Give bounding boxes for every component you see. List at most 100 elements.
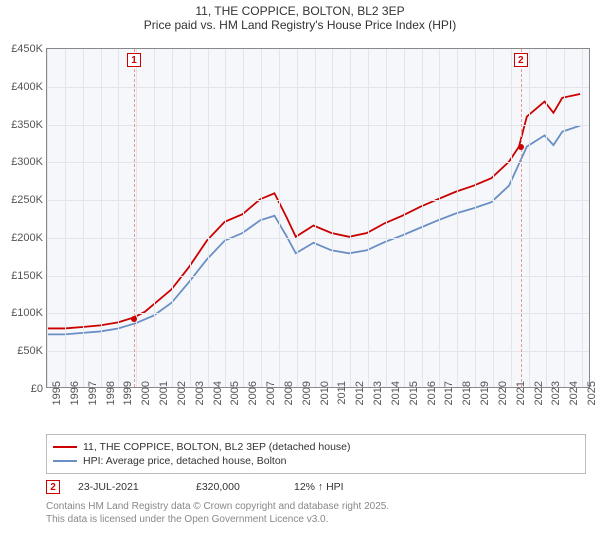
x-axis-tick: 1999 [122, 381, 134, 405]
gridline-v [208, 49, 209, 387]
y-axis-tick: £300K [1, 156, 43, 168]
marker-label-box: 1 [127, 53, 141, 67]
gridline-h [47, 238, 589, 239]
y-axis-tick: £250K [1, 194, 43, 206]
gridline-v [243, 49, 244, 387]
footer-line: This data is licensed under the Open Gov… [46, 513, 592, 526]
gridline-h [47, 87, 589, 88]
x-axis-tick: 2010 [319, 381, 331, 405]
y-axis-tick: £100K [1, 307, 43, 319]
gridline-v [190, 49, 191, 387]
x-axis-tick: 2009 [301, 381, 313, 405]
x-axis-tick: 2011 [336, 381, 348, 405]
gridline-v [529, 49, 530, 387]
y-axis-tick: £450K [1, 43, 43, 55]
x-axis-tick: 2016 [426, 381, 438, 405]
line-series-svg [47, 49, 589, 387]
gridline-h [47, 276, 589, 277]
x-axis-tick: 2015 [408, 381, 420, 405]
gridline-v [332, 49, 333, 387]
gridline-v [582, 49, 583, 387]
marker-dot [131, 316, 137, 322]
chart-title-block: 11, THE COPPICE, BOLTON, BL2 3EP Price p… [0, 0, 600, 34]
x-axis-tick: 2001 [158, 381, 170, 405]
x-axis-tick: 2014 [390, 381, 402, 405]
gridline-v [261, 49, 262, 387]
x-axis-tick: 2002 [176, 381, 188, 405]
x-axis-tick: 1996 [69, 381, 81, 405]
gridline-v [457, 49, 458, 387]
marker-dot [518, 144, 524, 150]
gridline-h [47, 200, 589, 201]
gridline-h [47, 125, 589, 126]
x-axis-tick: 2019 [479, 381, 491, 405]
transaction-row: 2 23-JUL-2021 £320,000 12% ↑ HPI [46, 480, 592, 494]
x-axis-tick: 1997 [87, 381, 99, 405]
gridline-v [172, 49, 173, 387]
x-axis-tick: 2008 [283, 381, 295, 405]
gridline-v [279, 49, 280, 387]
gridline-v [315, 49, 316, 387]
legend-label: 11, THE COPPICE, BOLTON, BL2 3EP (detach… [83, 441, 351, 453]
gridline-h [47, 351, 589, 352]
gridline-v [475, 49, 476, 387]
legend-box: 11, THE COPPICE, BOLTON, BL2 3EP (detach… [46, 434, 586, 474]
title-subtitle: Price paid vs. HM Land Registry's House … [0, 18, 600, 32]
gridline-v [47, 49, 48, 387]
legend-item: HPI: Average price, detached house, Bolt… [53, 455, 579, 467]
marker-vline [521, 49, 522, 387]
marker-vline [134, 49, 135, 387]
x-axis-tick: 2004 [212, 381, 224, 405]
gridline-v [546, 49, 547, 387]
gridline-v [101, 49, 102, 387]
x-axis-tick: 1995 [51, 381, 63, 405]
y-axis-tick: £200K [1, 232, 43, 244]
gridline-v [225, 49, 226, 387]
y-axis-tick: £50K [1, 345, 43, 357]
chart-container: £0 £50K £100K £150K £200K £250K £300K £350K £400… [0, 34, 598, 454]
footer-attribution: Contains HM Land Registry data © Crown c… [46, 500, 592, 526]
transaction-date: 23-JUL-2021 [78, 481, 178, 493]
transaction-price: £320,000 [196, 481, 276, 493]
legend-swatch [53, 460, 77, 462]
x-axis-tick: 2000 [140, 381, 152, 405]
gridline-v [564, 49, 565, 387]
legend-label: HPI: Average price, detached house, Bolt… [83, 455, 287, 467]
x-axis-tick: 2005 [229, 381, 241, 405]
gridline-v [368, 49, 369, 387]
x-axis-tick: 2020 [497, 381, 509, 405]
legend-swatch [53, 446, 77, 448]
gridline-v [65, 49, 66, 387]
x-axis-tick: 2006 [247, 381, 259, 405]
x-axis-tick: 2022 [533, 381, 545, 405]
x-axis-tick: 2017 [443, 381, 455, 405]
title-address: 11, THE COPPICE, BOLTON, BL2 3EP [0, 4, 600, 18]
gridline-v [422, 49, 423, 387]
gridline-h [47, 162, 589, 163]
x-axis-tick: 2003 [194, 381, 206, 405]
x-axis-tick: 2023 [550, 381, 562, 405]
legend-item: 11, THE COPPICE, BOLTON, BL2 3EP (detach… [53, 441, 579, 453]
gridline-v [297, 49, 298, 387]
y-axis-tick: £400K [1, 81, 43, 93]
gridline-v [493, 49, 494, 387]
x-axis-tick: 2012 [354, 381, 366, 405]
gridline-v [404, 49, 405, 387]
marker-label-box: 2 [514, 53, 528, 67]
x-axis-tick: 2024 [568, 381, 580, 405]
gridline-v [83, 49, 84, 387]
gridline-v [136, 49, 137, 387]
gridline-v [154, 49, 155, 387]
y-axis-tick: £0 [1, 383, 43, 395]
gridline-v [350, 49, 351, 387]
gridline-v [386, 49, 387, 387]
y-axis-tick: £350K [1, 119, 43, 131]
gridline-v [511, 49, 512, 387]
footer-line: Contains HM Land Registry data © Crown c… [46, 500, 592, 513]
gridline-v [439, 49, 440, 387]
x-axis-tick: 2018 [461, 381, 473, 405]
x-axis-tick: 2025 [586, 381, 598, 405]
y-axis-tick: £150K [1, 270, 43, 282]
plot-area: £0£50K£100K£150K£200K£250K£300K£350K£400… [46, 48, 590, 388]
transaction-pct: 12% ↑ HPI [294, 481, 344, 493]
